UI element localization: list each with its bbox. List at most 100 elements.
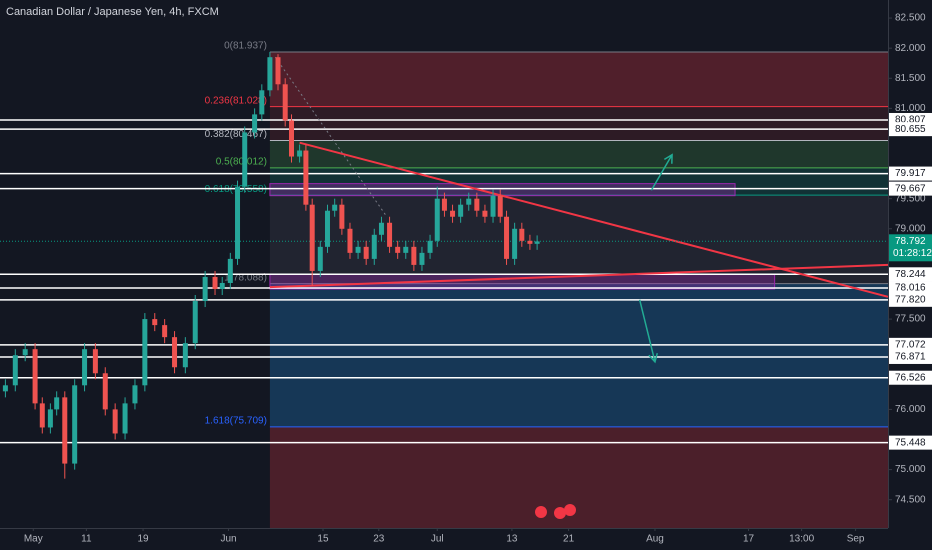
fib-label: 0(81.937)	[224, 41, 267, 52]
level-label-box	[889, 122, 932, 137]
event-icon	[564, 504, 576, 516]
level-label: 79.917	[895, 168, 926, 179]
candle-body	[122, 403, 128, 434]
candle-body	[297, 150, 303, 157]
event-icon	[554, 507, 566, 519]
countdown-label: 01:28:12	[893, 248, 932, 259]
y-tick-label: 74.500	[895, 494, 926, 505]
x-tick-label: 19	[137, 534, 149, 545]
x-tick-label: 21	[563, 534, 575, 545]
candle-body	[387, 222, 393, 247]
candle-body	[259, 90, 265, 115]
level-label-box	[889, 292, 932, 307]
fib-zone	[269, 426, 888, 528]
last-price-label: 78.792	[895, 236, 926, 247]
zone-rectangle	[269, 183, 736, 197]
candle-body	[371, 234, 377, 259]
level-label: 76.526	[895, 372, 926, 383]
candle-body	[504, 216, 510, 259]
candle-body	[182, 343, 188, 368]
arrow	[638, 299, 659, 364]
candle-body	[54, 397, 60, 410]
candle-body	[39, 403, 45, 428]
level-label-box	[889, 181, 932, 196]
trendline	[269, 263, 889, 289]
arrow	[650, 153, 673, 191]
y-tick-label: 82.500	[895, 13, 926, 24]
candle-body	[309, 204, 315, 271]
candle-body	[192, 301, 198, 344]
level-label: 78.244	[895, 269, 926, 280]
candle-body	[317, 246, 323, 271]
candle-body	[282, 84, 288, 121]
candle-body	[162, 325, 168, 338]
candle-body	[474, 198, 480, 211]
y-tick-label: 75.000	[895, 464, 926, 475]
level-label-box	[889, 166, 932, 181]
level-label-box	[889, 267, 932, 282]
y-tick-label: 79.500	[895, 193, 926, 204]
level-label-box	[889, 435, 932, 450]
zone-rectangle	[269, 274, 776, 290]
fib-zone	[269, 106, 888, 141]
x-tick-label: Jun	[220, 534, 236, 545]
level-label: 75.448	[895, 437, 926, 448]
symbol-title: Canadian Dollar / Japanese Yen, 4h, FXCM	[6, 6, 219, 18]
y-tick-label: 81.000	[895, 103, 926, 114]
candle-body	[534, 241, 540, 244]
candle-body	[32, 349, 38, 404]
candle-body	[519, 228, 525, 241]
level-label: 76.871	[895, 352, 926, 363]
level-label: 77.820	[895, 294, 926, 305]
fib-label: 0.236(81.028)	[205, 95, 267, 106]
candle-body	[275, 57, 281, 85]
fib-label: 1(78.088)	[224, 272, 267, 283]
level-label-box	[889, 337, 932, 352]
candle-body	[355, 246, 361, 253]
candle-body	[303, 150, 309, 205]
candle-body	[466, 198, 472, 205]
y-tick-label: 76.000	[895, 404, 926, 415]
candle-body	[450, 210, 456, 217]
candle-body	[419, 252, 425, 265]
candle-body	[112, 409, 118, 434]
candle-body	[22, 349, 28, 356]
y-tick-label: 77.500	[895, 314, 926, 325]
candle-body	[324, 210, 330, 247]
event-icons	[535, 504, 576, 519]
candle-body	[434, 198, 440, 241]
level-label: 79.667	[895, 183, 926, 194]
candle-body	[102, 373, 108, 410]
fib-zone	[269, 195, 888, 284]
level-label-box	[889, 370, 932, 385]
candle-body	[347, 228, 353, 253]
x-tick-label: 13	[506, 534, 518, 545]
candle-body	[289, 120, 295, 157]
candle-body	[227, 258, 233, 283]
candle-body	[395, 246, 401, 253]
candle-body	[72, 385, 78, 464]
candle-body	[512, 228, 518, 259]
fib-label: 1.618(75.709)	[205, 416, 267, 427]
level-label: 80.655	[895, 124, 926, 135]
candle-body	[427, 240, 433, 253]
candle-body	[411, 246, 417, 265]
candle-body	[172, 337, 178, 368]
x-tick-label: 15	[317, 534, 329, 545]
candle-body	[12, 355, 18, 386]
candle-body	[142, 319, 148, 386]
plot: 0(81.937) 0.236(81.028) 0.382(80.467) 0.5(8…	[0, 13, 932, 545]
candle-body	[252, 114, 258, 133]
candle-body	[62, 397, 68, 464]
fib-zone	[269, 167, 888, 196]
candle-body	[219, 282, 225, 289]
candle-body	[497, 195, 503, 217]
fib-zone	[269, 140, 888, 168]
candle-body	[242, 132, 248, 187]
candle-body	[92, 349, 98, 374]
level-label-box	[889, 349, 932, 364]
x-tick-label: Jul	[431, 534, 444, 545]
trendline	[299, 141, 889, 298]
candle-body	[332, 204, 338, 211]
